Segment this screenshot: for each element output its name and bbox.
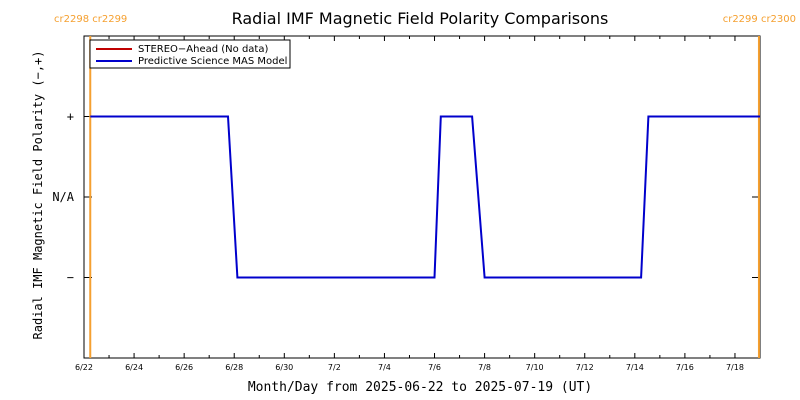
y-tick-label: + <box>67 110 74 124</box>
x-tick-label: 6/22 <box>75 363 93 372</box>
x-tick-label: 7/12 <box>576 363 594 372</box>
x-tick-label: 6/30 <box>275 363 293 372</box>
rotation-markers: cr2298 cr2299 cr2299 cr2300 <box>54 14 796 358</box>
series-line-mas-model <box>90 115 760 279</box>
y-axis-label: Radial IMF Magnetic Field Polarity (−,+) <box>31 51 45 340</box>
x-axis-label: Month/Day from 2025-06-22 to 2025-07-19 … <box>248 380 592 395</box>
y-tick-label: N/A <box>52 190 74 204</box>
x-tick-label: 7/14 <box>626 363 644 372</box>
x-tick-label: 6/28 <box>225 363 243 372</box>
legend: STEREO−Ahead (No data) Predictive Scienc… <box>89 39 291 69</box>
x-tick-label: 7/10 <box>526 363 544 372</box>
x-tick-label: 7/6 <box>428 363 441 372</box>
legend-box <box>89 39 291 69</box>
x-tick-label: 7/8 <box>478 363 491 372</box>
y-axis-ticks: + N/A − <box>52 110 760 285</box>
legend-label-stereo: STEREO−Ahead (No data) <box>138 44 268 55</box>
x-axis-ticks: 6/22 6/24 6/26 6/28 6/30 7/2 7/4 7/6 7/8 7/10 7/12… <box>75 36 744 372</box>
y-tick-label: − <box>67 271 74 285</box>
x-tick-label: 7/16 <box>676 363 694 372</box>
x-tick-label: 6/26 <box>175 363 193 372</box>
x-tick-label: 7/2 <box>328 363 341 372</box>
x-tick-label: 7/4 <box>378 363 391 372</box>
series-layer <box>90 115 760 279</box>
carrington-rotation-label: cr2299 cr2300 <box>723 14 796 25</box>
legend-label-mas-model: Predictive Science MAS Model <box>138 56 287 67</box>
x-tick-label: 6/24 <box>125 363 143 372</box>
x-tick-label: 7/18 <box>726 363 744 372</box>
carrington-rotation-label: cr2298 cr2299 <box>54 14 127 25</box>
plot-frame <box>83 35 761 359</box>
chart-title: Radial IMF Magnetic Field Polarity Compa… <box>232 9 609 28</box>
